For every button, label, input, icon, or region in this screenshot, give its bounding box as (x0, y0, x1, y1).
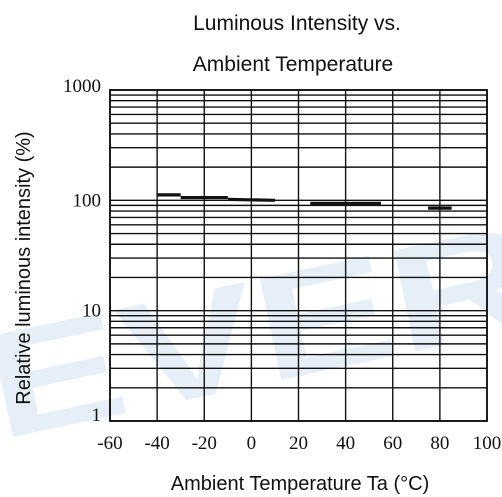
x-tick-label: 80 (430, 433, 449, 454)
grid (109, 89, 488, 422)
x-tick-label: 40 (336, 433, 355, 454)
plot-frame (109, 89, 488, 422)
series-group (157, 193, 452, 210)
x-tick-label: -60 (97, 433, 122, 454)
x-tick-label: 20 (289, 433, 308, 454)
x-tick-label: 60 (383, 433, 402, 454)
y-tick-label: 1 (92, 405, 102, 426)
x-axis-label: Ambient Temperature Ta (°C) (171, 473, 429, 495)
x-tick-label: -20 (192, 433, 217, 454)
tick-labels: -60 -40 -20 0 20 40 60 80 100 1 10 100 1000 (63, 76, 501, 454)
x-tick-label: 100 (473, 433, 502, 454)
x-tick-label: -40 (144, 433, 169, 454)
y-tick-label: 10 (82, 301, 101, 322)
y-tick-label: 100 (73, 190, 102, 211)
chart-title-line-2: Ambient Temperature (193, 53, 393, 76)
x-tick-label: 0 (247, 433, 257, 454)
data-segment (227, 197, 275, 202)
y-axis-label: Relative luminous intensity (%) (13, 131, 35, 404)
chart-title-line-1: Luminous Intensity vs. (193, 12, 401, 35)
y-tick-label: 1000 (63, 76, 101, 97)
